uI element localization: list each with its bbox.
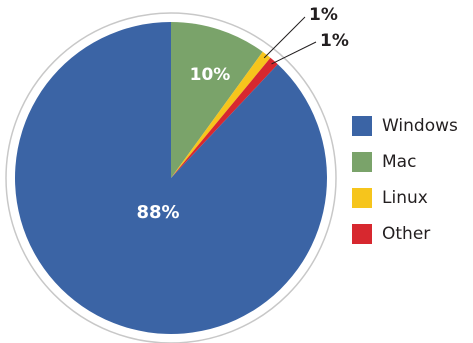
legend-swatch-linux [352,188,372,208]
legend-item-linux: Linux [352,187,473,209]
slice-label-windows: 88% [136,202,179,223]
legend-label-other: Other [382,224,431,244]
legend-item-mac: Mac [352,151,473,173]
legend-label-mac: Mac [382,152,417,172]
legend-item-windows: Windows [352,115,473,137]
legend-swatch-mac [352,152,372,172]
legend-swatch-windows [352,116,372,136]
callout-line-other [271,41,317,65]
callout-line-linux [263,16,306,59]
pie-slice-linux [171,51,271,178]
pie-slice-windows [14,22,327,335]
pie-slice-mac [171,22,263,178]
legend-label-windows: Windows [382,116,458,136]
slice-label-mac: 10% [190,65,231,85]
pie-callouts [263,16,317,65]
slice-label-other: 1% [320,31,349,51]
legend-swatch-other [352,224,372,244]
legend: Windows Mac Linux Other [352,115,473,259]
legend-label-linux: Linux [382,188,428,208]
slice-label-linux: 1% [309,5,338,25]
pie-slices [14,22,327,335]
pie-slice-other [171,57,278,178]
pie-labels: 88% 10% 1% 1% [136,5,348,223]
legend-item-other: Other [352,223,473,245]
